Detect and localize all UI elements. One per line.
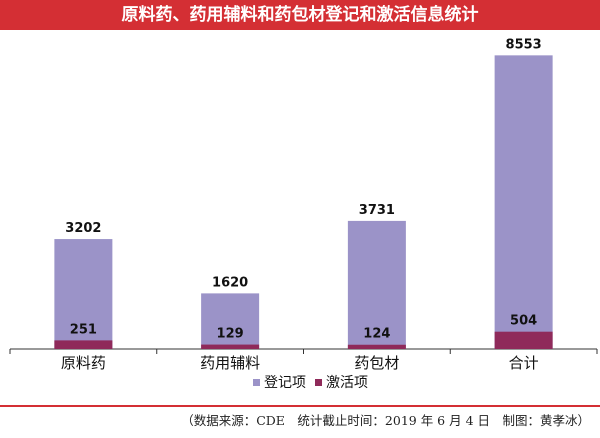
bar-registered [347, 220, 406, 349]
bar-activated [494, 331, 553, 349]
legend-label: 激活项 [326, 374, 368, 391]
bar-registered [494, 55, 553, 350]
bar-label-registered: 3731 [359, 203, 395, 218]
title-bar [0, 0, 600, 30]
bar-activated [54, 340, 113, 349]
bar-activated [201, 344, 260, 349]
bar-label-activated: 129 [217, 327, 244, 342]
legend-label: 登记项 [264, 375, 306, 391]
category-label: 合计 [509, 354, 539, 372]
source-note: （数据来源：CDE 统计截止时间：2019 年 6 月 4 日 制图：黄孝冰） [181, 413, 590, 428]
chart-title: 原料药、药用辅料和药包材登记和激活信息统计 [121, 5, 479, 25]
bar-chart: 3202 251 原料药 1620 129 药用辅料 3731 124 药包材 8553 504 合计… [9, 37, 598, 391]
bar-label-registered: 8553 [506, 37, 542, 52]
category-label: 药用辅料 [200, 354, 260, 372]
legend-swatch [315, 379, 322, 386]
bottom-rule [0, 405, 600, 407]
category-label: 药包材 [354, 354, 399, 372]
bar-label-registered: 3202 [65, 221, 101, 236]
category-label: 原料药 [61, 354, 106, 372]
bar-activated [347, 344, 406, 349]
bar-label-activated: 124 [363, 327, 390, 342]
legend-swatch [253, 379, 260, 386]
bar-label-activated: 251 [70, 322, 97, 337]
bar-registered [201, 293, 260, 349]
bar-registered [54, 239, 113, 349]
bar-label-registered: 1620 [212, 275, 248, 290]
bar-label-activated: 504 [510, 314, 537, 329]
